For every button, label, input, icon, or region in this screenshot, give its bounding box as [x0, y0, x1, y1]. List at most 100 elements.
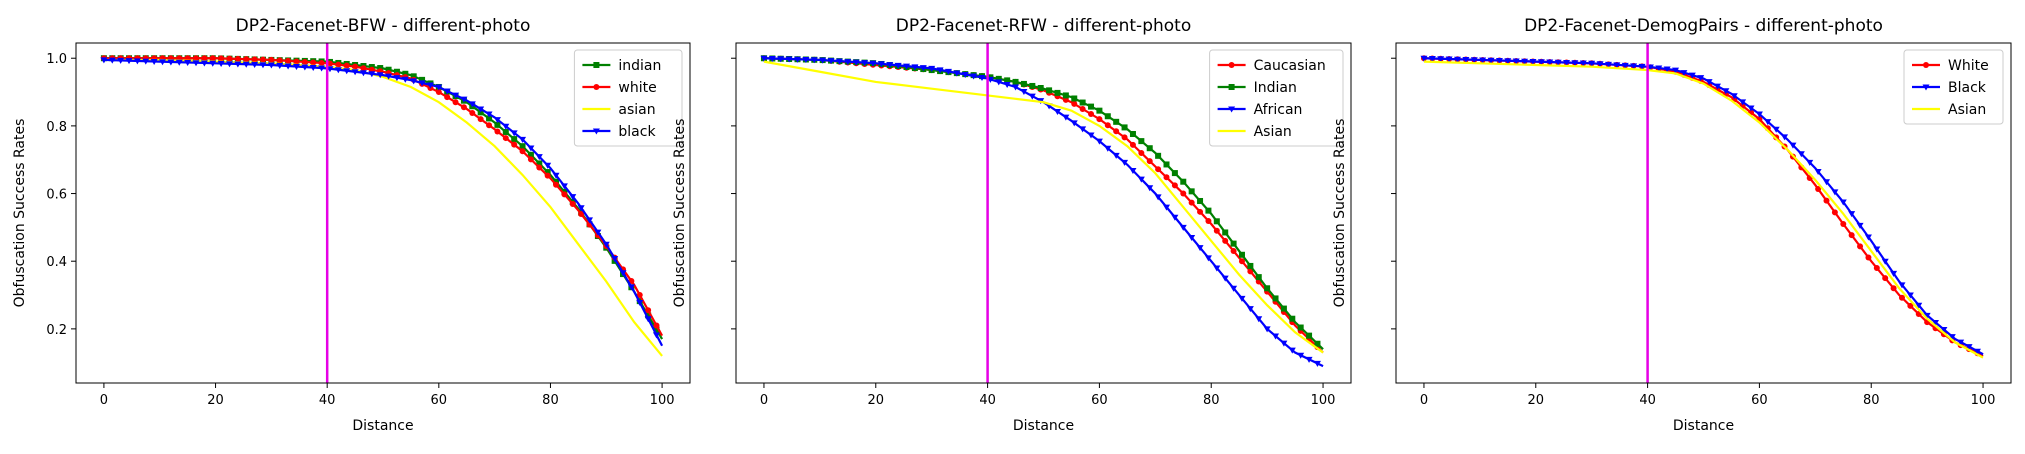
data-point-indian — [410, 73, 417, 80]
y-tick-label: 0.8 — [46, 120, 67, 135]
data-point-black — [1428, 55, 1436, 62]
data-point-black — [1537, 59, 1545, 66]
data-point-caucasian — [1222, 237, 1229, 244]
plot-area — [100, 55, 664, 357]
data-point-african — [1230, 285, 1238, 292]
data-point-african — [1028, 93, 1036, 100]
data-point-white — [653, 322, 660, 329]
data-point-black — [1655, 65, 1663, 72]
data-point-black — [385, 73, 393, 80]
data-point-black — [1554, 59, 1562, 66]
data-point-black — [1806, 159, 1814, 166]
data-point-black — [1454, 56, 1461, 63]
data-point-indian — [1020, 80, 1027, 87]
data-point-black — [1688, 72, 1696, 79]
legend-box — [1903, 49, 2004, 125]
data-point-indian — [1297, 324, 1304, 331]
data-point-indian — [1004, 77, 1011, 84]
data-point-black — [1814, 169, 1822, 176]
data-point-african — [869, 60, 877, 67]
data-point-indian — [1306, 332, 1313, 339]
data-point-caucasian — [1188, 199, 1195, 206]
data-point-african — [810, 57, 818, 64]
data-point-indian — [1247, 262, 1254, 269]
data-point-white — [209, 55, 216, 62]
data-point-black — [1915, 302, 1923, 309]
data-point-black — [1739, 99, 1747, 106]
x-tick-label: 20 — [867, 393, 884, 408]
data-point-white — [578, 211, 585, 218]
legend-marker — [1228, 62, 1235, 68]
data-point-african — [911, 64, 919, 71]
x-tick-label: 100 — [1971, 393, 1996, 408]
data-point-white — [527, 156, 534, 163]
data-point-black — [1906, 292, 1914, 299]
data-point-african — [844, 59, 852, 66]
data-point-black — [393, 75, 401, 82]
data-point-african — [953, 70, 961, 77]
data-point-black — [159, 59, 167, 66]
data-point-caucasian — [1155, 166, 1162, 173]
data-point-black — [611, 256, 619, 263]
legend-label: Asian — [1254, 124, 1292, 140]
data-point-indian — [1054, 89, 1061, 96]
data-point-african — [1188, 235, 1196, 242]
data-point-black — [351, 69, 359, 76]
data-point-indian — [1163, 161, 1170, 168]
data-point-black — [502, 123, 510, 130]
data-point-african — [1129, 168, 1137, 175]
data-point-black — [602, 241, 610, 248]
x-tick-label: 40 — [319, 393, 336, 408]
data-point-indian — [511, 136, 518, 143]
data-point-caucasian — [1079, 105, 1086, 112]
data-point-african — [1020, 89, 1028, 96]
data-point-black — [426, 82, 434, 89]
data-point-black — [452, 92, 460, 99]
data-point-black — [544, 162, 552, 169]
data-point-black — [468, 101, 476, 108]
data-point-black — [242, 61, 250, 68]
data-point-indian — [486, 115, 493, 122]
legend-marker — [1922, 84, 1930, 91]
data-point-black — [460, 96, 468, 103]
data-point-white — [218, 55, 225, 62]
data-point-black — [1638, 63, 1646, 70]
data-point-african — [919, 65, 927, 72]
data-point-black — [1663, 66, 1671, 73]
data-point-black — [142, 58, 150, 65]
series-line-asian — [763, 60, 1324, 354]
data-point-indian — [377, 65, 384, 72]
data-point-caucasian — [1230, 248, 1237, 255]
data-point-african — [970, 73, 978, 80]
data-point-white — [1857, 243, 1864, 250]
data-point-caucasian — [1129, 141, 1136, 148]
data-point-african — [1213, 265, 1221, 272]
x-tick-label: 60 — [431, 393, 448, 408]
data-point-black — [1420, 55, 1428, 62]
data-point-white — [276, 57, 283, 64]
data-point-white — [368, 66, 375, 73]
data-point-african — [768, 55, 776, 62]
data-point-white — [645, 307, 652, 314]
y-axis-label: Obfuscation Success Rates — [1332, 119, 1348, 308]
data-point-black — [1470, 57, 1478, 64]
data-point-black — [1588, 60, 1596, 67]
data-point-white — [1865, 254, 1872, 261]
data-point-african — [1313, 360, 1321, 367]
data-point-white — [360, 65, 367, 72]
data-point-white — [1873, 264, 1880, 271]
data-point-indian — [1205, 207, 1212, 214]
data-point-indian — [1138, 138, 1145, 145]
data-point-black — [1697, 75, 1705, 82]
data-point-black — [1571, 60, 1579, 67]
data-point-black — [209, 60, 217, 67]
data-point-indian — [544, 169, 551, 176]
data-point-indian — [1012, 78, 1019, 85]
data-point-black — [527, 145, 535, 152]
data-point-black — [1898, 282, 1906, 289]
data-point-black — [1680, 70, 1688, 77]
data-point-white — [519, 148, 526, 155]
data-point-african — [835, 58, 843, 65]
data-point-black — [267, 62, 275, 69]
x-axis-label: Distance — [352, 418, 413, 434]
